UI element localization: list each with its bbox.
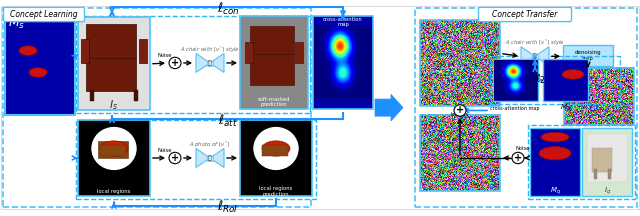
Text: ⚿: ⚿ <box>533 54 537 59</box>
Text: noisy
latents: noisy latents <box>451 106 469 117</box>
Bar <box>5 15 75 115</box>
Bar <box>530 128 580 196</box>
Circle shape <box>512 152 524 164</box>
Circle shape <box>454 105 466 116</box>
Bar <box>295 42 303 63</box>
Text: +: + <box>456 105 464 116</box>
Bar <box>3 8 311 207</box>
Ellipse shape <box>539 147 571 160</box>
Circle shape <box>169 57 181 69</box>
Bar <box>415 8 637 207</box>
Circle shape <box>169 152 181 164</box>
Text: +: + <box>171 153 179 163</box>
Bar <box>240 120 312 196</box>
Bar <box>543 59 588 101</box>
Bar <box>98 141 128 158</box>
Polygon shape <box>210 53 224 72</box>
Bar <box>76 120 316 199</box>
Ellipse shape <box>100 141 128 156</box>
Bar <box>563 45 613 66</box>
Polygon shape <box>521 47 535 66</box>
Text: $M_q$: $M_q$ <box>559 103 570 114</box>
Text: Noise: Noise <box>157 53 172 58</box>
Text: A chair with $[v^*]$ style: A chair with $[v^*]$ style <box>505 38 565 48</box>
Ellipse shape <box>29 68 47 77</box>
Text: A chair with $[v^*]$ style: A chair with $[v^*]$ style <box>180 44 240 55</box>
Bar <box>250 26 294 54</box>
Bar <box>245 42 253 63</box>
Bar <box>490 56 620 104</box>
Bar <box>207 61 213 66</box>
Text: Concept Learning: Concept Learning <box>10 10 78 19</box>
Ellipse shape <box>541 132 569 142</box>
Text: $\ell_{att}$: $\ell_{att}$ <box>218 113 238 129</box>
Polygon shape <box>196 148 210 167</box>
Text: $I_s$: $I_s$ <box>109 98 118 112</box>
Text: Concept Transfer: Concept Transfer <box>492 10 557 19</box>
Ellipse shape <box>262 141 290 156</box>
Text: $\ell_2$: $\ell_2$ <box>534 72 545 86</box>
Text: +: + <box>171 58 179 68</box>
Bar <box>582 128 632 196</box>
Ellipse shape <box>562 70 584 79</box>
Bar <box>420 115 500 191</box>
Text: $\ell_{con}$: $\ell_{con}$ <box>217 1 239 17</box>
Bar <box>86 58 136 91</box>
Bar <box>240 16 308 109</box>
Bar <box>587 134 627 182</box>
Bar <box>86 24 136 58</box>
Bar <box>250 54 294 85</box>
Text: A photo of $[v^*]$: A photo of $[v^*]$ <box>189 140 231 150</box>
Bar <box>78 17 150 110</box>
Bar <box>528 125 635 199</box>
Text: cross-attention map: cross-attention map <box>490 106 540 111</box>
FancyArrow shape <box>375 94 403 121</box>
Polygon shape <box>196 53 210 72</box>
Text: cross-attention
map: cross-attention map <box>323 17 363 27</box>
Text: local regions
prediction: local regions prediction <box>259 186 292 197</box>
Text: local regions: local regions <box>97 189 131 194</box>
FancyBboxPatch shape <box>479 7 572 22</box>
Bar <box>139 39 147 63</box>
Text: Noise: Noise <box>516 146 531 151</box>
Text: soft-masked
prediction: soft-masked prediction <box>258 97 291 107</box>
Polygon shape <box>535 47 549 66</box>
Text: +: + <box>514 153 522 163</box>
Text: $I_q$: $I_q$ <box>604 186 611 197</box>
Bar <box>100 145 126 156</box>
Bar <box>493 59 538 101</box>
Polygon shape <box>210 148 224 167</box>
Bar <box>81 39 89 63</box>
Bar <box>262 145 288 156</box>
Bar <box>134 90 138 101</box>
Text: $M_s$: $M_s$ <box>8 16 26 31</box>
Ellipse shape <box>19 46 37 55</box>
Bar <box>564 68 634 125</box>
Bar <box>313 16 373 109</box>
Bar <box>420 20 500 106</box>
Bar <box>532 54 538 59</box>
Text: ⚿: ⚿ <box>208 155 212 161</box>
Bar <box>594 169 597 179</box>
Bar <box>76 16 310 113</box>
FancyBboxPatch shape <box>3 7 84 22</box>
Bar <box>592 148 612 172</box>
Text: ⚿: ⚿ <box>208 60 212 66</box>
Text: $M_q$: $M_q$ <box>550 186 561 197</box>
Bar <box>608 169 611 179</box>
Circle shape <box>254 128 298 169</box>
Bar <box>207 156 213 161</box>
Text: denoising
step: denoising step <box>575 50 602 61</box>
Text: $\ell_{RoI}$: $\ell_{RoI}$ <box>218 199 239 215</box>
Text: Noise: Noise <box>157 148 172 153</box>
Circle shape <box>92 128 136 169</box>
Bar <box>90 90 94 101</box>
Bar <box>78 120 150 196</box>
